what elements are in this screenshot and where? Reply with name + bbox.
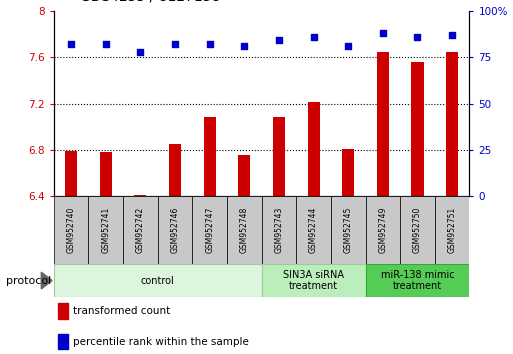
Point	[309, 34, 318, 40]
Bar	[331, 196, 365, 264]
Text: GSM952741: GSM952741	[101, 207, 110, 253]
Bar	[342, 149, 354, 196]
Point	[379, 30, 387, 36]
Polygon shape	[41, 272, 52, 289]
Bar	[58, 303, 68, 319]
Bar	[65, 151, 77, 196]
Point	[448, 32, 456, 38]
Point	[136, 48, 145, 54]
Text: GSM952751: GSM952751	[447, 207, 457, 253]
Text: GSM952749: GSM952749	[378, 207, 387, 253]
Point	[206, 41, 214, 47]
Bar	[238, 155, 250, 196]
Point	[102, 41, 110, 47]
Point	[413, 34, 422, 40]
Text: GSM952740: GSM952740	[67, 207, 76, 253]
Point	[240, 43, 248, 49]
Bar	[400, 196, 435, 264]
Point	[344, 43, 352, 49]
Bar	[134, 195, 147, 196]
Bar	[169, 144, 181, 196]
Text: SIN3A siRNA
treatment: SIN3A siRNA treatment	[283, 270, 344, 291]
Text: GSM952746: GSM952746	[170, 207, 180, 253]
Text: GSM952745: GSM952745	[344, 207, 353, 253]
Bar	[307, 102, 320, 196]
Text: GSM952750: GSM952750	[413, 207, 422, 253]
Text: protocol: protocol	[6, 275, 51, 286]
Bar	[100, 152, 112, 196]
Text: GSM952747: GSM952747	[205, 207, 214, 253]
Bar	[58, 333, 68, 349]
Text: control: control	[141, 275, 174, 286]
Bar	[123, 196, 158, 264]
Bar	[435, 196, 469, 264]
Text: miR-138 mimic
treatment: miR-138 mimic treatment	[381, 270, 455, 291]
Bar	[158, 196, 192, 264]
Bar	[262, 196, 296, 264]
Point	[67, 41, 75, 47]
Bar	[54, 264, 262, 297]
Bar	[296, 196, 331, 264]
Bar	[365, 264, 469, 297]
Text: GSM952748: GSM952748	[240, 207, 249, 253]
Bar	[273, 118, 285, 196]
Bar	[377, 52, 389, 196]
Bar	[88, 196, 123, 264]
Text: GSM952743: GSM952743	[274, 207, 284, 253]
Text: percentile rank within the sample: percentile rank within the sample	[72, 337, 248, 347]
Bar	[411, 62, 424, 196]
Text: transformed count: transformed count	[72, 306, 170, 316]
Bar	[262, 264, 365, 297]
Point	[171, 41, 179, 47]
Text: GSM952744: GSM952744	[309, 207, 318, 253]
Text: GSM952742: GSM952742	[136, 207, 145, 253]
Bar	[227, 196, 262, 264]
Point	[275, 38, 283, 43]
Bar	[54, 196, 88, 264]
Bar	[204, 118, 216, 196]
Bar	[365, 196, 400, 264]
Bar	[446, 52, 458, 196]
Bar	[192, 196, 227, 264]
Text: GDS4255 / 8127158: GDS4255 / 8127158	[80, 0, 220, 4]
